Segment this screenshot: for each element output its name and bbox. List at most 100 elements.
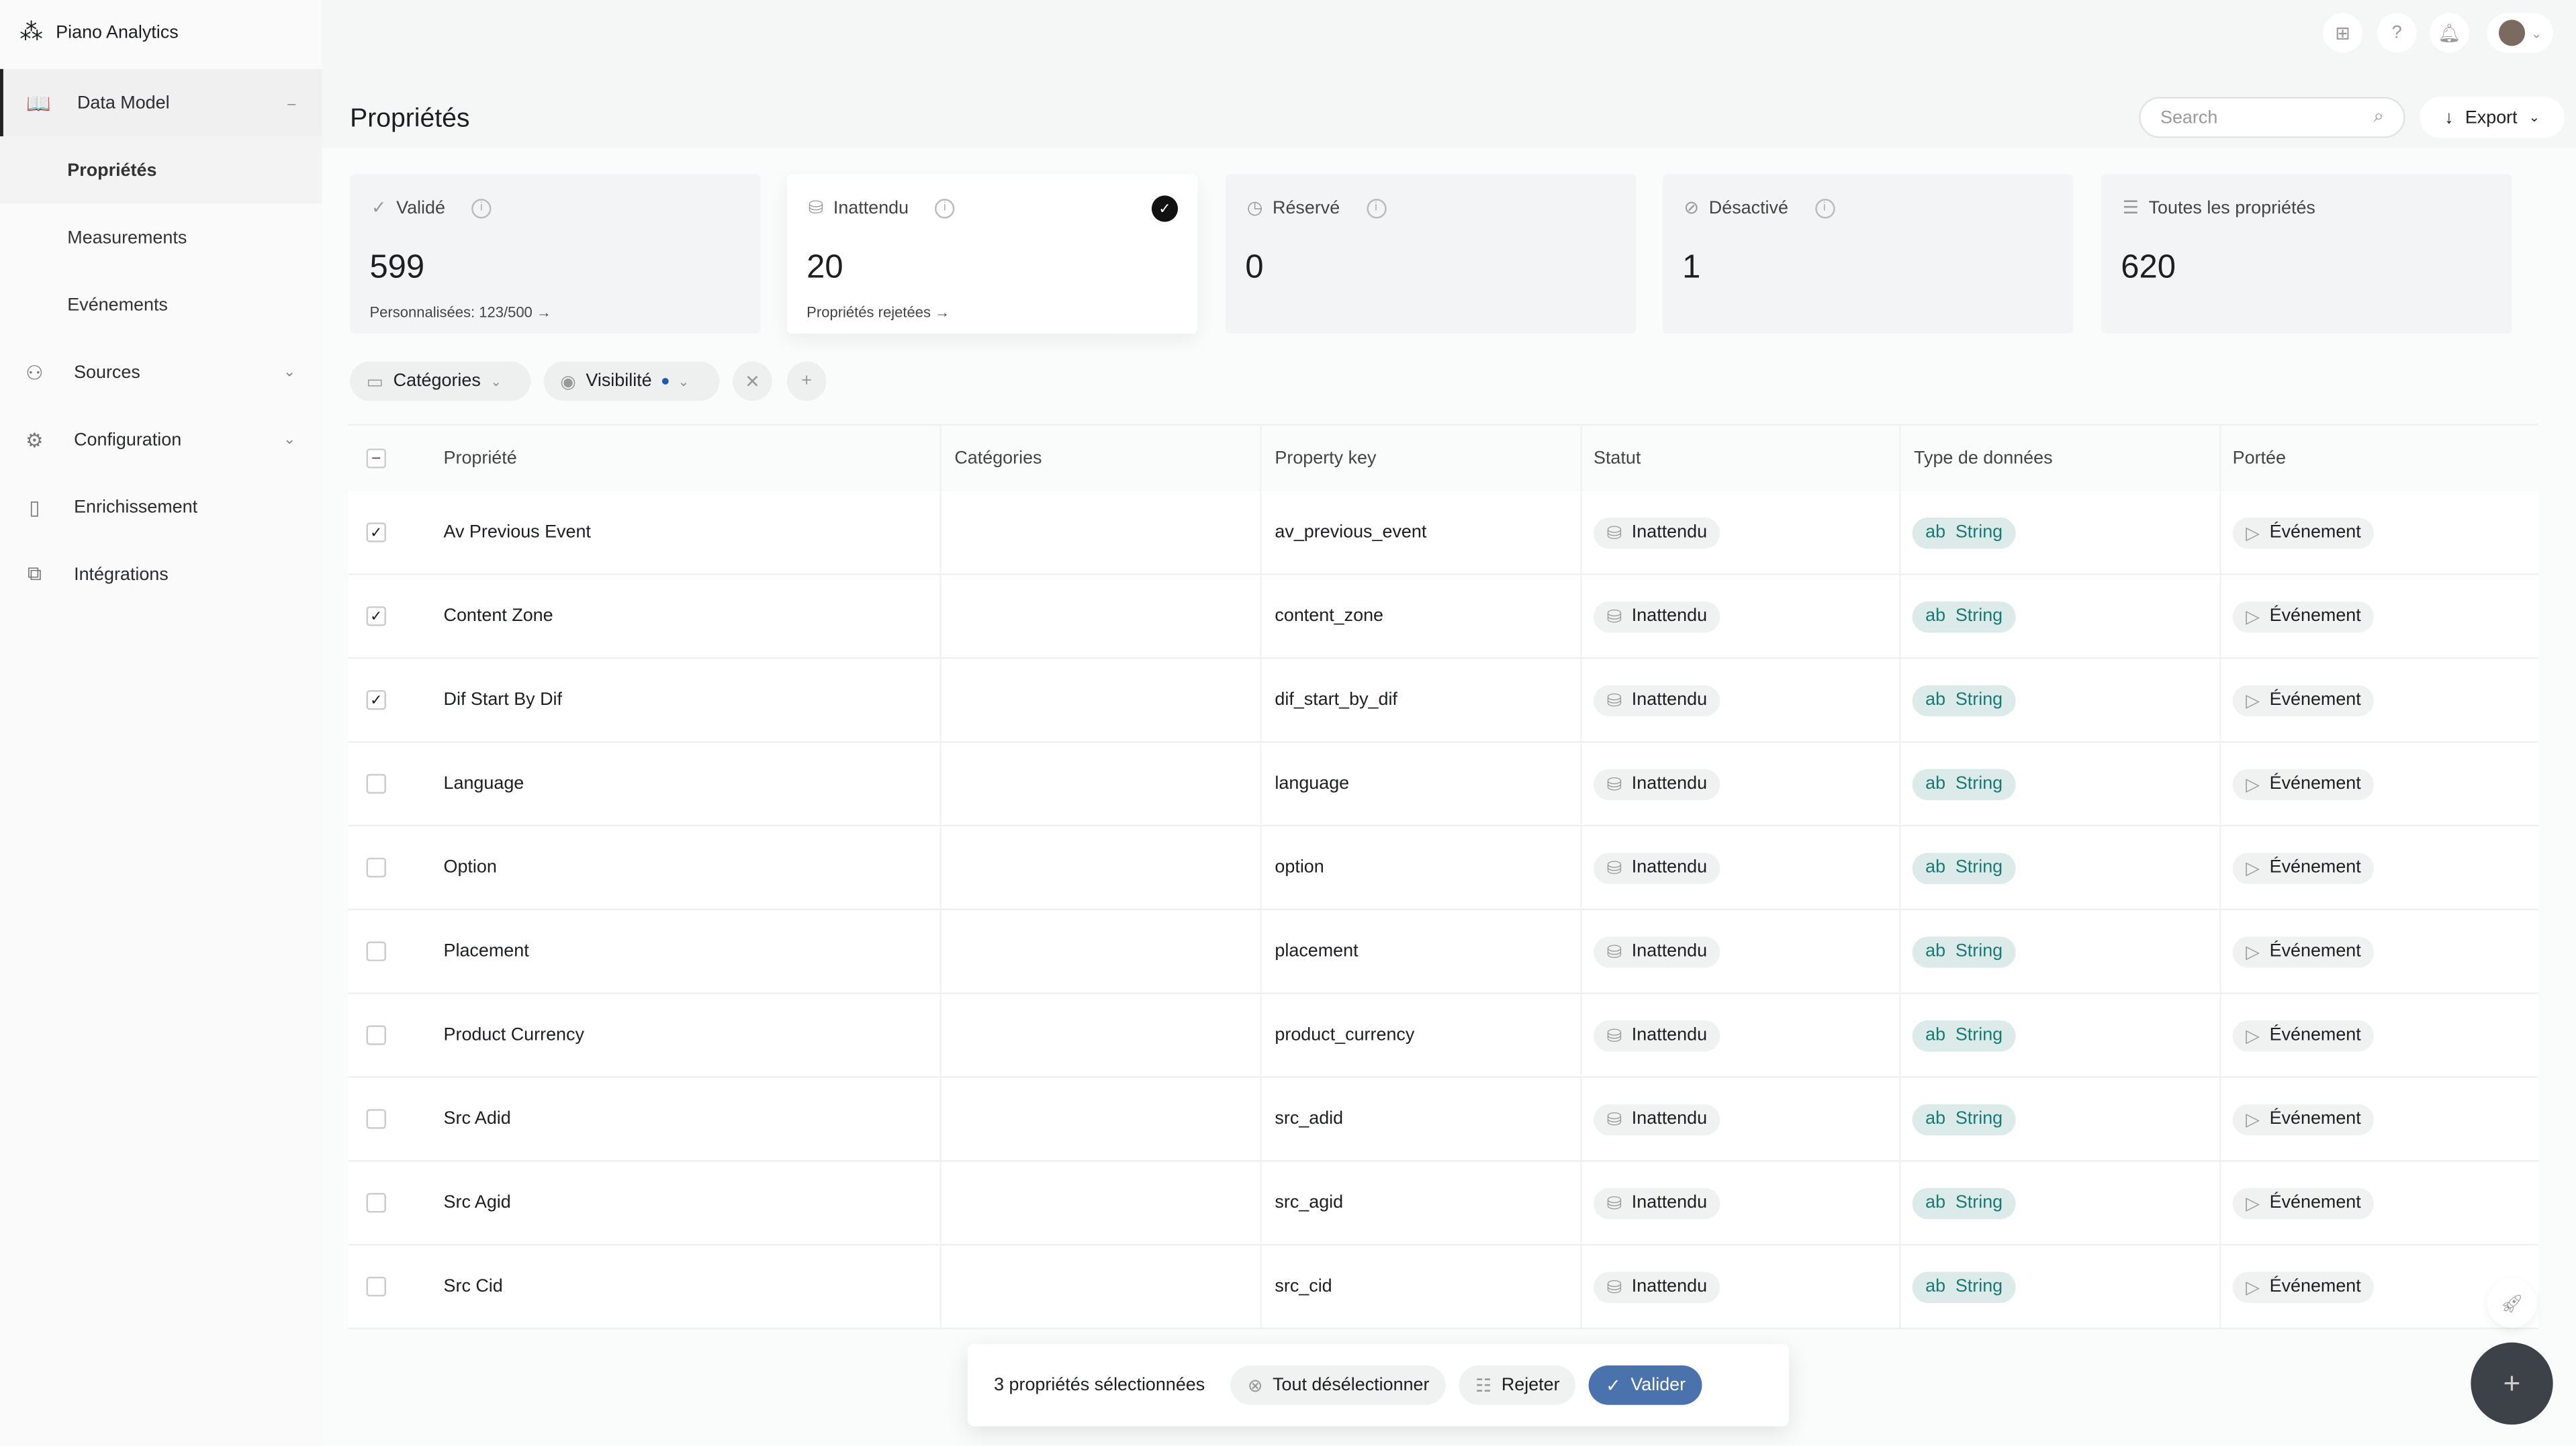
filter-categories[interactable]: ▭ Catégories ⌄ bbox=[350, 361, 531, 401]
add-fab-button[interactable]: + bbox=[2471, 1342, 2553, 1425]
enrichment-icon: ▯ bbox=[29, 495, 40, 519]
chevron-down-icon: ⌄ bbox=[283, 430, 296, 447]
card-inattendu[interactable]: ⛁ Inattendu i ✓ 20 Propriétés rejetées → bbox=[786, 174, 1198, 334]
deselect-all-button[interactable]: ⊗ Tout désélectionner bbox=[1231, 1365, 1446, 1405]
table-row[interactable]: Src Adid src_adid ⛁ Inattendu ab String ▷ É… bbox=[348, 1077, 2538, 1162]
card-toutes[interactable]: ☰ Toutes les propriétés 620 bbox=[2101, 174, 2512, 334]
sidebar-item-data-model[interactable]: 📖 Data Model – bbox=[0, 68, 322, 137]
row-checkbox[interactable] bbox=[366, 1276, 386, 1297]
row-checkbox[interactable]: ✓ bbox=[366, 522, 386, 542]
status-badge: ⛁ Inattendu bbox=[1594, 935, 1720, 967]
scope-label: Événement bbox=[2269, 1193, 2361, 1213]
sidebar-item-integrations[interactable]: ⧉ Intégrations bbox=[0, 540, 322, 608]
active-dot bbox=[661, 377, 669, 385]
sources-icon: ⚇ bbox=[26, 360, 44, 384]
col-propriete[interactable]: Propriété bbox=[443, 448, 517, 469]
sidebar-sub-measurements[interactable]: Measurements bbox=[67, 228, 187, 248]
card-desactive[interactable]: ⊘ Désactivé i 1 bbox=[1662, 174, 2074, 334]
row-checkbox[interactable] bbox=[366, 941, 386, 961]
collapse-icon: – bbox=[287, 94, 296, 111]
table-row[interactable]: ✓ Dif Start By Dif dif_start_by_dif ⛁ Ina… bbox=[348, 659, 2538, 743]
row-checkbox[interactable]: ✓ bbox=[366, 606, 386, 626]
table-row[interactable]: Src Cid src_cid ⛁ Inattendu ab String ▷ Évé… bbox=[348, 1245, 2538, 1330]
status-badge: ⛁ Inattendu bbox=[1594, 852, 1720, 883]
scope-label: Événement bbox=[2269, 857, 2361, 878]
info-icon[interactable]: i bbox=[1366, 197, 1386, 218]
clear-filters-button[interactable]: ✕ bbox=[733, 361, 772, 401]
rocket-icon[interactable]: 🚀︎ bbox=[2487, 1278, 2537, 1328]
property-name[interactable]: Content Zone bbox=[443, 606, 553, 626]
col-portee[interactable]: Portée bbox=[2232, 448, 2286, 469]
table-row[interactable]: Language language ⛁ Inattendu ab String ▷ É… bbox=[348, 742, 2538, 827]
table-row[interactable]: ✓ Content Zone content_zone ⛁ Inattendu a… bbox=[348, 575, 2538, 659]
type-badge: ab String bbox=[1912, 600, 2016, 632]
status-label: Inattendu bbox=[1631, 1276, 1708, 1297]
sidebar-item-enrichissement[interactable]: ▯ Enrichissement bbox=[0, 473, 322, 540]
table-row[interactable]: Src Agid src_agid ⛁ Inattendu ab String ▷ É… bbox=[348, 1161, 2538, 1246]
string-type-icon: ab bbox=[1925, 690, 1946, 710]
type-badge: ab String bbox=[1912, 1019, 2016, 1051]
row-checkbox[interactable]: ✓ bbox=[366, 690, 386, 710]
sidebar-item-configuration[interactable]: ⚙ Configuration ⌄ bbox=[0, 406, 322, 473]
sidebar-sub-proprietes[interactable]: Propriétés bbox=[0, 136, 322, 204]
scope-badge: ▷ Événement bbox=[2232, 684, 2375, 716]
validate-button[interactable]: ✓ Valider bbox=[1589, 1365, 1702, 1405]
row-checkbox[interactable] bbox=[366, 857, 386, 878]
reject-button[interactable]: ☷ Rejeter bbox=[1459, 1365, 1577, 1405]
row-checkbox[interactable] bbox=[366, 1193, 386, 1213]
type-badge: ab String bbox=[1912, 1103, 2016, 1135]
logo[interactable]: ⁂ Piano Analytics bbox=[19, 18, 178, 46]
property-name[interactable]: Av Previous Event bbox=[443, 522, 591, 542]
card-label: Réservé bbox=[1273, 197, 1340, 218]
card-footer-link[interactable]: Propriétés rejetées → bbox=[807, 303, 950, 321]
chevron-down-icon: ⌄ bbox=[2531, 25, 2542, 40]
table-row[interactable]: Product Currency product_currency ⛁ Inatt… bbox=[348, 994, 2538, 1078]
col-type[interactable]: Type de données bbox=[1914, 448, 2053, 469]
status-badge: ⛁ Inattendu bbox=[1594, 1187, 1720, 1218]
table-row[interactable]: ✓ Av Previous Event av_previous_event ⛁ I… bbox=[348, 491, 2538, 575]
table-row[interactable]: Option option ⛁ Inattendu ab String ▷ Événe… bbox=[348, 826, 2538, 911]
table-row[interactable]: Placement placement ⛁ Inattendu ab String … bbox=[348, 910, 2538, 994]
card-footer-link[interactable]: Personnalisées: 123/500 → bbox=[369, 303, 551, 321]
status-badge: ⛁ Inattendu bbox=[1594, 600, 1720, 632]
property-key: src_adid bbox=[1275, 1109, 1344, 1129]
property-name[interactable]: Src Adid bbox=[443, 1109, 511, 1129]
export-button[interactable]: ↓ Export ⌄ bbox=[2420, 97, 2565, 138]
sidebar-sub-evenements[interactable]: Evénements bbox=[67, 295, 168, 315]
user-menu[interactable]: ⌄ bbox=[2487, 13, 2553, 53]
property-name[interactable]: Product Currency bbox=[443, 1025, 584, 1045]
info-icon[interactable]: i bbox=[1814, 197, 1835, 218]
status-label: Inattendu bbox=[1631, 1193, 1708, 1213]
row-checkbox[interactable] bbox=[366, 1025, 386, 1045]
property-name[interactable]: Placement bbox=[443, 941, 529, 961]
property-name[interactable]: Option bbox=[443, 857, 497, 878]
col-categories[interactable]: Catégories bbox=[954, 448, 1042, 469]
select-all-checkbox[interactable]: − bbox=[366, 448, 386, 469]
info-icon[interactable]: i bbox=[935, 197, 955, 218]
topbar: ⊞ ? 🔔︎ ⌄ bbox=[322, 0, 2576, 148]
apps-grid-icon[interactable]: ⊞ bbox=[2323, 13, 2362, 53]
card-reserve[interactable]: ◷ Réservé i 0 bbox=[1226, 174, 1637, 334]
property-name[interactable]: Language bbox=[443, 773, 524, 794]
sidebar-item-sources[interactable]: ⚇ Sources ⌄ bbox=[0, 338, 322, 405]
type-label: String bbox=[1955, 522, 2003, 542]
property-name[interactable]: Src Agid bbox=[443, 1193, 511, 1213]
row-checkbox[interactable] bbox=[366, 1109, 386, 1129]
card-valide[interactable]: ✓ Validé i 599 Personnalisées: 123/500 → bbox=[350, 174, 761, 334]
col-statut[interactable]: Statut bbox=[1594, 448, 1641, 469]
bell-icon[interactable]: 🔔︎ bbox=[2430, 13, 2469, 53]
unexpected-icon: ⛁ bbox=[1606, 691, 1622, 711]
list-icon: ☰ bbox=[2122, 199, 2139, 219]
row-checkbox[interactable] bbox=[366, 773, 386, 794]
info-icon[interactable]: i bbox=[471, 197, 492, 218]
filter-visibilite[interactable]: ◉ Visibilité ⌄ bbox=[543, 361, 720, 401]
sidebar-item-label: Configuration bbox=[74, 430, 182, 450]
property-name[interactable]: Src Cid bbox=[443, 1276, 503, 1297]
help-icon[interactable]: ? bbox=[2377, 13, 2417, 53]
disabled-icon: ⊘ bbox=[1684, 199, 1700, 219]
add-filter-button[interactable]: + bbox=[786, 361, 827, 401]
property-key: content_zone bbox=[1275, 606, 1384, 626]
col-property-key[interactable]: Property key bbox=[1275, 448, 1377, 469]
search-input[interactable]: Search ⌕ bbox=[2139, 97, 2405, 138]
property-name[interactable]: Dif Start By Dif bbox=[443, 690, 562, 710]
